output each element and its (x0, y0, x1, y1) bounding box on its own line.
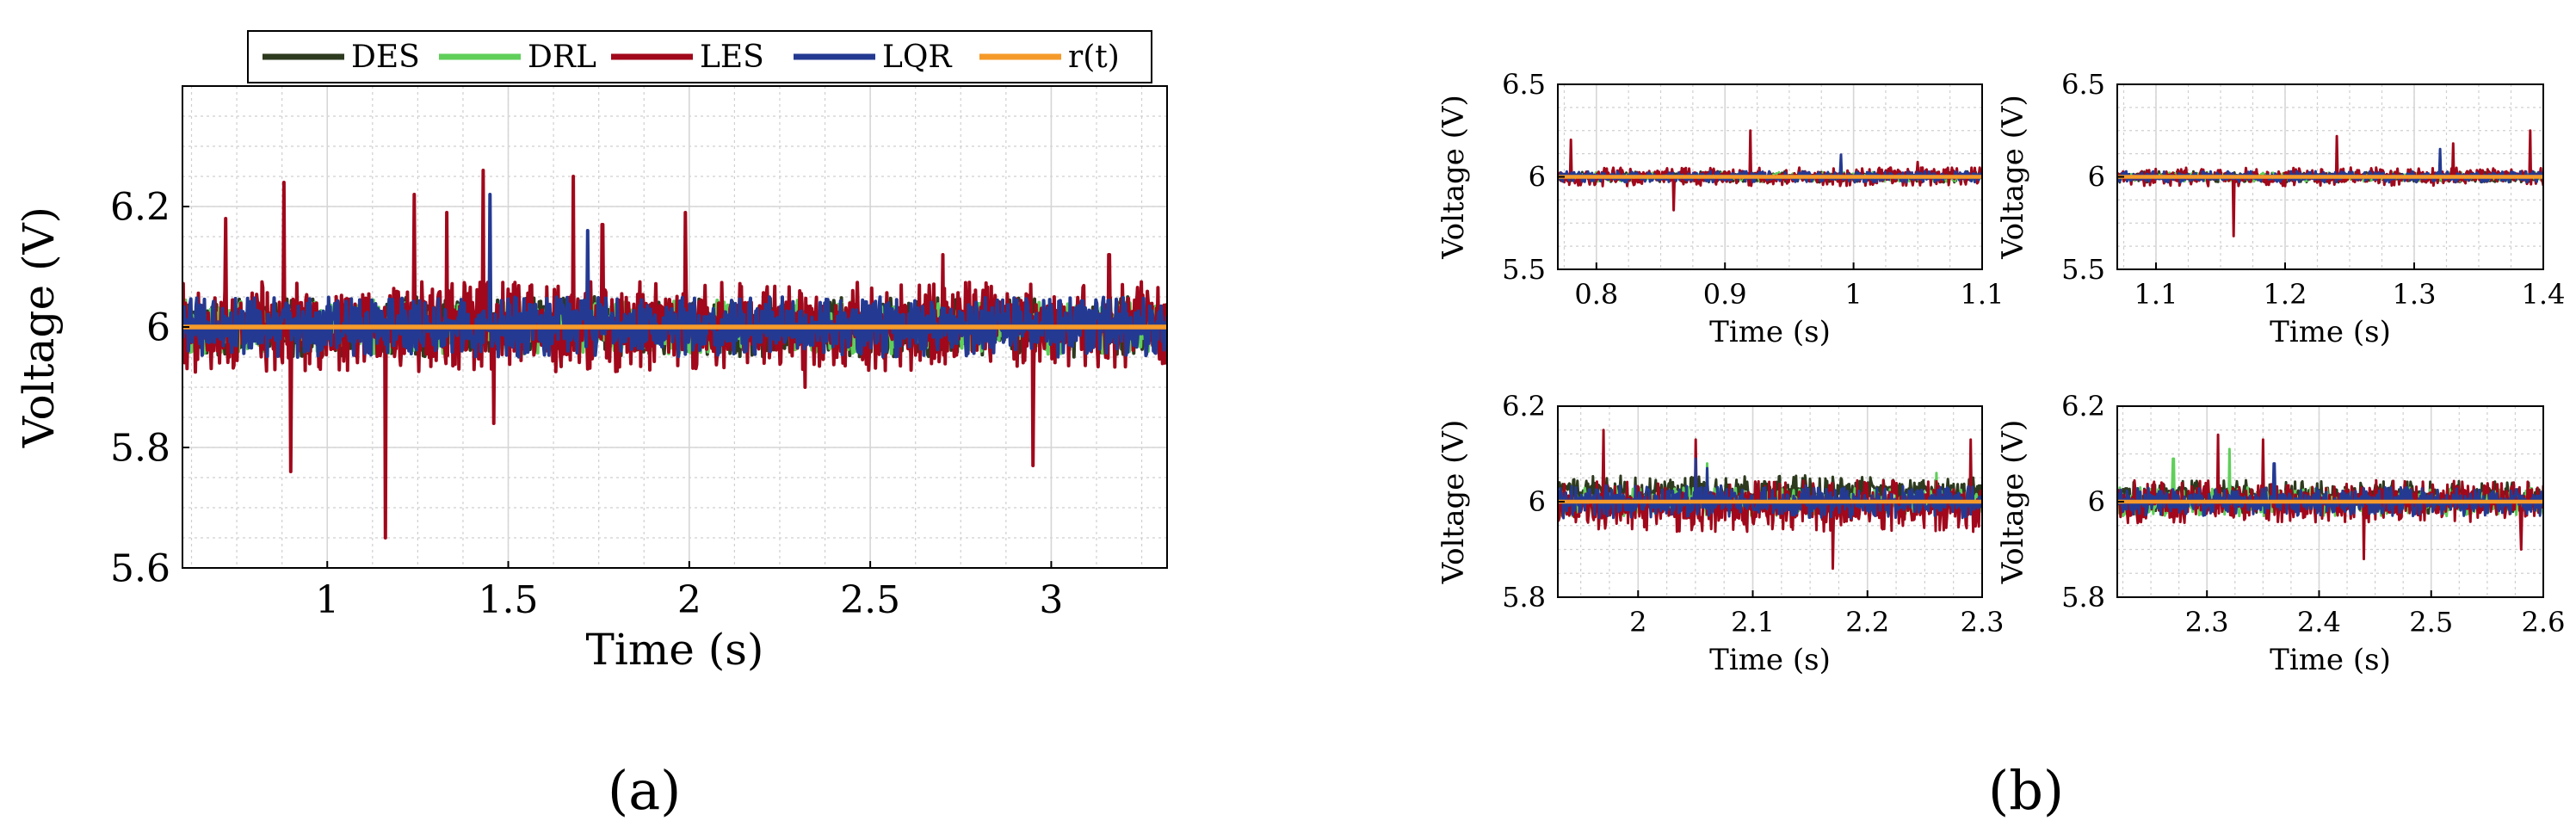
series-group (2117, 433, 2543, 561)
x-tick-label: 2.3 (2185, 606, 2229, 639)
legend-label: DRL (528, 40, 596, 75)
x-tick-label: 1.5 (479, 578, 539, 622)
x-tick-label: 1.2 (2264, 278, 2307, 311)
x-tick-label: 2.5 (2409, 606, 2453, 639)
y-axis-label: Voltage (V) (1436, 95, 1471, 260)
x-tick-label: 2 (677, 578, 701, 622)
y-tick-label: 6.2 (1502, 390, 1546, 423)
y-tick-label: 6.2 (2061, 390, 2105, 423)
legend-label: LQR (882, 40, 952, 75)
y-tick-label: 6.2 (110, 185, 170, 229)
y-tick-label: 6 (1529, 161, 1546, 194)
y-tick-label: 5.6 (110, 546, 170, 590)
chart-zoom1: 0.8 0.9 1 1.1 5.5 6 6.5 Time (s) Voltage (V) (1436, 68, 2004, 349)
x-axis-label: Time (s) (586, 625, 764, 675)
x-tick-label: 2.4 (2297, 606, 2341, 639)
series-group (2117, 129, 2543, 238)
series-group (182, 169, 1167, 540)
legend: DES DRL LES LQR r(t) (247, 30, 1152, 83)
y-tick-label: 5.5 (2061, 253, 2105, 286)
x-tick-label: 1.3 (2393, 278, 2437, 311)
chart-main: 1 1.5 2 2.5 3 5.6 5.8 6 6.2 Time (s) Voltage (V) DE… (14, 30, 1168, 675)
y-axis-label: Voltage (V) (1436, 420, 1471, 585)
x-axis-label: Time (s) (1709, 643, 1831, 677)
series-line-LQR (182, 193, 1167, 359)
y-axis-label: Voltage (V) (14, 207, 64, 448)
x-tick-label: 2.3 (1961, 606, 2005, 639)
x-tick-label: 0.8 (1574, 278, 1618, 311)
x-tick-label: 2 (1629, 606, 1646, 639)
legend-label: DES (351, 40, 420, 75)
x-tick-label: 2.5 (840, 578, 900, 622)
series-group (1558, 429, 1982, 571)
series-group (1558, 129, 1982, 212)
y-tick-label: 6 (146, 305, 170, 349)
legend-label: r(t) (1068, 40, 1120, 75)
x-tick-label: 1 (1844, 278, 1862, 311)
x-tick-label: 2.6 (2522, 606, 2566, 639)
x-tick-label: 0.9 (1703, 278, 1747, 311)
y-tick-label: 6.5 (1502, 68, 1546, 101)
y-tick-label: 5.8 (2061, 581, 2105, 614)
series-line-LQR (2117, 462, 2543, 518)
y-tick-label: 6.5 (2061, 68, 2105, 101)
x-tick-label: 2.2 (1845, 606, 1889, 639)
y-axis-label: Voltage (V) (1996, 95, 2030, 260)
chart-zoom4: 2.3 2.4 2.5 2.6 5.8 6 6.2 Time (s) Voltage (V) (1996, 390, 2565, 677)
panel-label-a: (a) (608, 759, 682, 822)
x-tick-label: 2.1 (1731, 606, 1775, 639)
chart-zoom3: 2 2.1 2.2 2.3 5.8 6 6.2 Time (s) Voltage (V) (1436, 390, 2004, 677)
x-tick-label: 1.1 (2134, 278, 2178, 311)
y-axis-label: Voltage (V) (1996, 420, 2030, 585)
x-axis-label: Time (s) (2270, 643, 2391, 677)
y-tick-label: 5.8 (1502, 581, 1546, 614)
y-tick-label: 5.8 (110, 426, 170, 470)
x-tick-label: 3 (1039, 578, 1063, 622)
y-tick-label: 6 (2088, 161, 2105, 194)
x-tick-label: 1.4 (2522, 278, 2566, 311)
y-tick-label: 6 (1529, 485, 1546, 518)
x-axis-label: Time (s) (1709, 315, 1831, 349)
panel-label-b: (b) (1988, 759, 2065, 822)
legend-label: LES (700, 40, 764, 75)
x-axis-label: Time (s) (2270, 315, 2391, 349)
x-tick-label: 1 (315, 578, 339, 622)
chart-zoom2: 1.1 1.2 1.3 1.4 5.5 6 6.5 Time (s) Voltage (V) (1996, 68, 2565, 349)
x-tick-label: 1.1 (1961, 278, 2005, 311)
y-tick-label: 5.5 (1502, 253, 1546, 286)
y-tick-label: 6 (2088, 485, 2105, 518)
